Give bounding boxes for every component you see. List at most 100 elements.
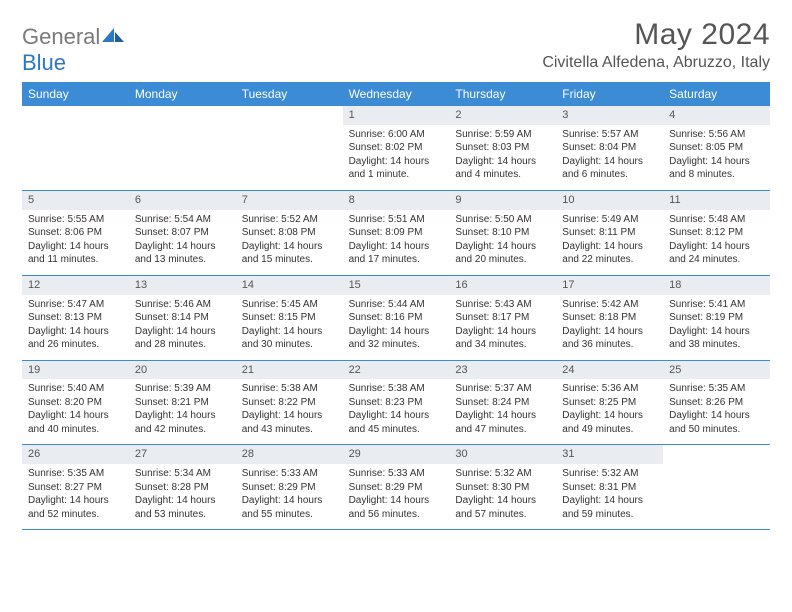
sunrise-text: Sunrise: 5:32 AM [455,467,550,481]
sunset-text: Sunset: 8:15 PM [242,311,337,325]
day-cell: 30Sunrise: 5:32 AMSunset: 8:30 PMDayligh… [449,445,556,529]
day-body: Sunrise: 5:37 AMSunset: 8:24 PMDaylight:… [449,379,556,444]
daylight-text: Daylight: 14 hours and 42 minutes. [135,409,230,436]
day-number: 30 [449,445,556,464]
sunrise-text: Sunrise: 5:36 AM [562,382,657,396]
day-cell: 10Sunrise: 5:49 AMSunset: 8:11 PMDayligh… [556,191,663,275]
day-number: 25 [663,361,770,380]
daylight-text: Daylight: 14 hours and 45 minutes. [349,409,444,436]
sunset-text: Sunset: 8:02 PM [349,141,444,155]
day-body: Sunrise: 5:45 AMSunset: 8:15 PMDaylight:… [236,295,343,360]
sunset-text: Sunset: 8:18 PM [562,311,657,325]
day-number: 29 [343,445,450,464]
daylight-text: Daylight: 14 hours and 24 minutes. [669,240,764,267]
sunset-text: Sunset: 8:16 PM [349,311,444,325]
daylight-text: Daylight: 14 hours and 36 minutes. [562,325,657,352]
day-body: Sunrise: 5:56 AMSunset: 8:05 PMDaylight:… [663,125,770,190]
day-cell: 27Sunrise: 5:34 AMSunset: 8:28 PMDayligh… [129,445,236,529]
weekday-header-row: SundayMondayTuesdayWednesdayThursdayFrid… [22,82,770,106]
day-cell [22,106,129,190]
day-cell: 11Sunrise: 5:48 AMSunset: 8:12 PMDayligh… [663,191,770,275]
day-cell: 20Sunrise: 5:39 AMSunset: 8:21 PMDayligh… [129,361,236,445]
day-body: Sunrise: 5:54 AMSunset: 8:07 PMDaylight:… [129,210,236,275]
brand-text: GeneralBlue [22,24,126,76]
brand-text-a: General [22,24,100,49]
day-cell: 24Sunrise: 5:36 AMSunset: 8:25 PMDayligh… [556,361,663,445]
day-number: 12 [22,276,129,295]
sunrise-text: Sunrise: 5:43 AM [455,298,550,312]
day-number: 7 [236,191,343,210]
daylight-text: Daylight: 14 hours and 49 minutes. [562,409,657,436]
week-row: 26Sunrise: 5:35 AMSunset: 8:27 PMDayligh… [22,445,770,530]
day-number: 2 [449,106,556,125]
sail-icon [100,24,126,49]
day-cell [129,106,236,190]
day-body [236,123,343,183]
day-cell: 6Sunrise: 5:54 AMSunset: 8:07 PMDaylight… [129,191,236,275]
daylight-text: Daylight: 14 hours and 13 minutes. [135,240,230,267]
day-body: Sunrise: 6:00 AMSunset: 8:02 PMDaylight:… [343,125,450,190]
day-body: Sunrise: 5:51 AMSunset: 8:09 PMDaylight:… [343,210,450,275]
daylight-text: Daylight: 14 hours and 59 minutes. [562,494,657,521]
sunrise-text: Sunrise: 5:46 AM [135,298,230,312]
daylight-text: Daylight: 14 hours and 26 minutes. [28,325,123,352]
sunset-text: Sunset: 8:29 PM [349,481,444,495]
day-cell: 26Sunrise: 5:35 AMSunset: 8:27 PMDayligh… [22,445,129,529]
sunrise-text: Sunrise: 5:52 AM [242,213,337,227]
sunrise-text: Sunrise: 5:34 AM [135,467,230,481]
header: GeneralBlue May 2024 Civitella Alfedena,… [22,18,770,76]
day-number: 8 [343,191,450,210]
daylight-text: Daylight: 14 hours and 50 minutes. [669,409,764,436]
day-cell: 3Sunrise: 5:57 AMSunset: 8:04 PMDaylight… [556,106,663,190]
day-cell [236,106,343,190]
daylight-text: Daylight: 14 hours and 53 minutes. [135,494,230,521]
sunrise-text: Sunrise: 6:00 AM [349,128,444,142]
day-cell: 5Sunrise: 5:55 AMSunset: 8:06 PMDaylight… [22,191,129,275]
day-number: 14 [236,276,343,295]
daylight-text: Daylight: 14 hours and 28 minutes. [135,325,230,352]
sunset-text: Sunset: 8:20 PM [28,396,123,410]
sunset-text: Sunset: 8:29 PM [242,481,337,495]
day-cell: 25Sunrise: 5:35 AMSunset: 8:26 PMDayligh… [663,361,770,445]
day-cell: 12Sunrise: 5:47 AMSunset: 8:13 PMDayligh… [22,276,129,360]
weeks-container: 1Sunrise: 6:00 AMSunset: 8:02 PMDaylight… [22,106,770,530]
daylight-text: Daylight: 14 hours and 1 minute. [349,155,444,182]
sunset-text: Sunset: 8:05 PM [669,141,764,155]
weekday-header: Thursday [449,82,556,106]
sunset-text: Sunset: 8:28 PM [135,481,230,495]
day-cell: 17Sunrise: 5:42 AMSunset: 8:18 PMDayligh… [556,276,663,360]
sunrise-text: Sunrise: 5:44 AM [349,298,444,312]
daylight-text: Daylight: 14 hours and 47 minutes. [455,409,550,436]
day-number [22,106,129,123]
sunset-text: Sunset: 8:23 PM [349,396,444,410]
sunset-text: Sunset: 8:27 PM [28,481,123,495]
sunset-text: Sunset: 8:07 PM [135,226,230,240]
day-number: 9 [449,191,556,210]
day-number: 22 [343,361,450,380]
day-body: Sunrise: 5:46 AMSunset: 8:14 PMDaylight:… [129,295,236,360]
day-body: Sunrise: 5:35 AMSunset: 8:27 PMDaylight:… [22,464,129,529]
day-number: 16 [449,276,556,295]
day-number: 5 [22,191,129,210]
daylight-text: Daylight: 14 hours and 11 minutes. [28,240,123,267]
sunrise-text: Sunrise: 5:55 AM [28,213,123,227]
sunrise-text: Sunrise: 5:57 AM [562,128,657,142]
daylight-text: Daylight: 14 hours and 55 minutes. [242,494,337,521]
daylight-text: Daylight: 14 hours and 40 minutes. [28,409,123,436]
weekday-header: Wednesday [343,82,450,106]
day-body: Sunrise: 5:40 AMSunset: 8:20 PMDaylight:… [22,379,129,444]
sunset-text: Sunset: 8:11 PM [562,226,657,240]
day-body: Sunrise: 5:38 AMSunset: 8:22 PMDaylight:… [236,379,343,444]
daylight-text: Daylight: 14 hours and 34 minutes. [455,325,550,352]
day-body: Sunrise: 5:42 AMSunset: 8:18 PMDaylight:… [556,295,663,360]
brand-logo: GeneralBlue [22,24,126,76]
sunrise-text: Sunrise: 5:49 AM [562,213,657,227]
sunrise-text: Sunrise: 5:35 AM [669,382,764,396]
day-body: Sunrise: 5:44 AMSunset: 8:16 PMDaylight:… [343,295,450,360]
weekday-header: Sunday [22,82,129,106]
day-number [236,106,343,123]
daylight-text: Daylight: 14 hours and 6 minutes. [562,155,657,182]
day-body: Sunrise: 5:39 AMSunset: 8:21 PMDaylight:… [129,379,236,444]
day-cell: 13Sunrise: 5:46 AMSunset: 8:14 PMDayligh… [129,276,236,360]
day-body: Sunrise: 5:55 AMSunset: 8:06 PMDaylight:… [22,210,129,275]
